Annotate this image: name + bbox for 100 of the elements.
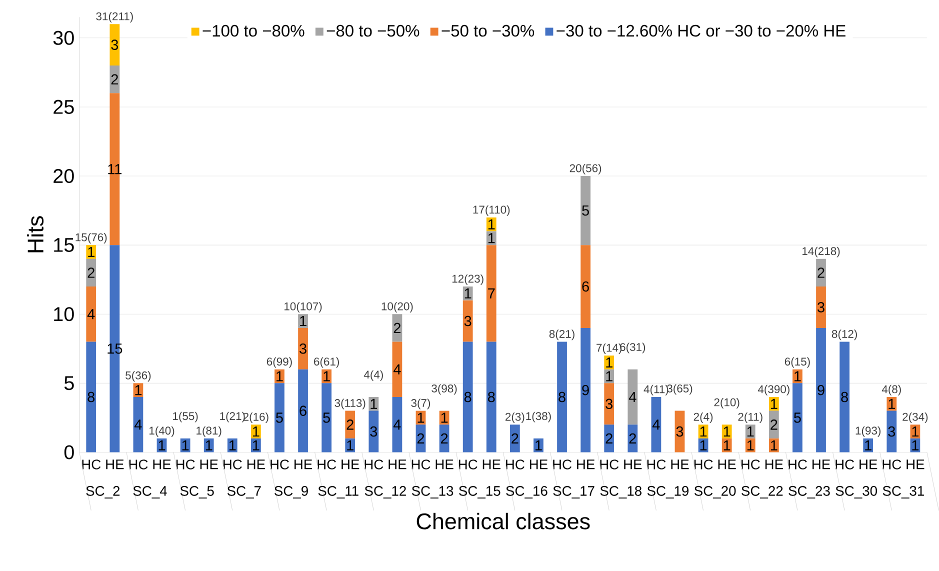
x-tick-label: HC xyxy=(506,459,524,470)
legend-label: −50 to −30% xyxy=(442,24,534,36)
total-label: 6(15) xyxy=(784,357,810,368)
total-label: 8(21) xyxy=(549,330,574,340)
y-axis-title: Hits xyxy=(27,216,44,252)
data-label: 1 xyxy=(770,440,778,450)
bar xyxy=(133,396,144,452)
data-label: 1 xyxy=(770,398,778,409)
bar xyxy=(86,342,96,452)
data-label: 1 xyxy=(182,440,189,450)
text: SC_16 xyxy=(506,486,548,498)
total-label: 15(76) xyxy=(76,232,107,244)
data-label: 1 xyxy=(888,398,895,409)
data-label: 8 xyxy=(841,392,848,402)
x-tick-label: HE xyxy=(671,459,689,469)
total-label: 4(4) xyxy=(364,370,383,381)
bar xyxy=(345,410,356,438)
bar xyxy=(486,244,496,342)
data-label: 3 xyxy=(888,426,896,437)
bar xyxy=(886,410,897,452)
total-label: 2(11) xyxy=(738,412,762,423)
data-label: 1 xyxy=(606,357,612,368)
total-label: 1(40) xyxy=(149,426,174,437)
data-label: 4 xyxy=(393,364,401,374)
bar xyxy=(816,328,826,452)
total-label: 6(61) xyxy=(314,357,339,368)
legend-label: −80 to −50% xyxy=(326,24,420,36)
bar xyxy=(110,93,120,245)
bar xyxy=(110,65,120,94)
x-tick-label: HC xyxy=(82,459,101,470)
data-label: 1 xyxy=(700,426,707,436)
data-label: 1 xyxy=(794,371,801,382)
x-tick-label: HE xyxy=(812,459,830,469)
data-label: 1 xyxy=(252,426,260,436)
data-label: 9 xyxy=(582,384,589,396)
x-tick-label: HC xyxy=(882,459,902,470)
data-label: 1 xyxy=(441,412,448,423)
x-tick-label: HC xyxy=(600,459,619,470)
bar xyxy=(298,328,308,370)
bar xyxy=(580,244,591,328)
x-tick-label: HE xyxy=(765,459,783,469)
data-label: 2 xyxy=(88,268,94,278)
data-label: 1 xyxy=(865,440,872,450)
bar xyxy=(298,369,308,452)
total-label: 2(4) xyxy=(694,412,713,423)
x-tick-label: HC xyxy=(788,459,807,470)
text: SC_4 xyxy=(133,486,167,498)
text: SC_31 xyxy=(882,486,924,498)
y-tick-label: 20 xyxy=(54,168,74,183)
total-label: 3(7) xyxy=(411,398,430,410)
x-tick-label: HC xyxy=(270,459,289,470)
x-tick-label: HE xyxy=(106,459,124,469)
data-label: 2 xyxy=(111,74,118,84)
data-label: 2 xyxy=(417,433,424,444)
data-label: 1 xyxy=(488,233,495,244)
data-label: 1 xyxy=(536,440,542,450)
x-tick-label: HE xyxy=(200,459,218,469)
total-label: 5(36) xyxy=(126,370,151,382)
x-tick-label: HC xyxy=(458,459,478,470)
text: SC_12 xyxy=(364,486,406,498)
total-label: 8(12) xyxy=(832,330,857,340)
x-tick-label: HE xyxy=(153,459,171,469)
data-label: 5 xyxy=(323,412,330,423)
x-axis-title: Chemical classes xyxy=(416,512,590,530)
bar xyxy=(557,342,567,452)
total-label: 4(8) xyxy=(882,384,901,396)
bar xyxy=(322,383,332,452)
x-tick-label: HE xyxy=(342,459,360,469)
bar xyxy=(580,328,591,452)
data-label: 2 xyxy=(606,433,612,444)
text: SC_7 xyxy=(227,486,261,498)
bar xyxy=(392,396,402,452)
x-tick-label: HC xyxy=(176,459,195,470)
total-label: 2(16) xyxy=(243,412,268,423)
data-label: 4 xyxy=(652,420,660,430)
x-tick-label: HE xyxy=(530,459,548,469)
bar xyxy=(274,383,284,452)
total-label: 1(55) xyxy=(173,412,198,422)
data-label: 2 xyxy=(770,419,778,430)
data-label: 2 xyxy=(346,419,354,430)
x-tick-label: HC xyxy=(412,459,430,470)
data-label: 1 xyxy=(724,440,730,450)
data-label: 1 xyxy=(276,371,283,382)
bar xyxy=(604,383,614,424)
total-label: 7(14) xyxy=(596,343,622,354)
data-label: 1 xyxy=(606,371,612,382)
data-label: 3 xyxy=(464,316,472,326)
data-label: 1 xyxy=(418,412,424,423)
total-label: 31(211) xyxy=(96,12,133,22)
data-label: 1 xyxy=(158,440,166,450)
data-label: 7 xyxy=(488,288,495,298)
data-label: 8 xyxy=(88,392,95,402)
total-label: 1(93) xyxy=(856,426,881,437)
data-label: 2 xyxy=(629,433,636,444)
text: SC_18 xyxy=(600,486,642,498)
data-label: 1 xyxy=(912,426,919,436)
data-label: 1 xyxy=(488,219,495,230)
total-label: 12(23) xyxy=(452,274,484,285)
text: SC_2 xyxy=(86,486,120,498)
data-label: 2 xyxy=(440,433,448,444)
